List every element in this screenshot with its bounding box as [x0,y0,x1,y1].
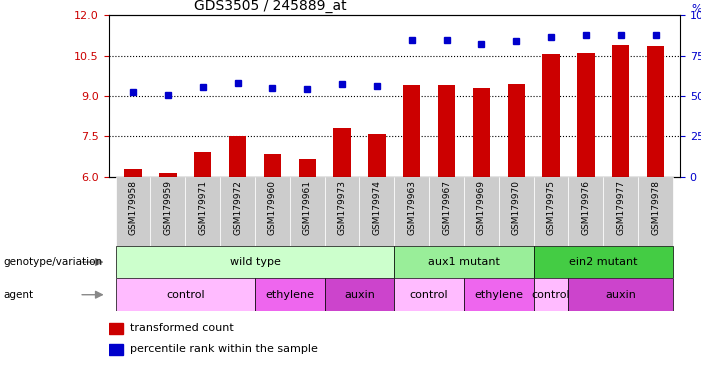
Text: auxin: auxin [605,290,637,300]
Text: ein2 mutant: ein2 mutant [569,257,638,267]
Bar [194,152,212,177]
Bar [499,177,533,246]
Text: aux1 mutant: aux1 mutant [428,257,500,267]
Bar [124,169,142,177]
Bar [464,278,533,311]
Bar [543,55,560,177]
Text: GSM179963: GSM179963 [407,180,416,235]
Bar [638,177,673,246]
Bar [220,177,255,246]
Text: genotype/variation: genotype/variation [4,257,102,267]
Text: control: control [410,290,449,300]
Text: GSM179975: GSM179975 [547,180,556,235]
Bar [368,134,386,177]
Text: GSM179978: GSM179978 [651,180,660,235]
Bar [438,85,455,177]
Bar [325,177,360,246]
Bar [159,173,177,177]
Text: GSM179971: GSM179971 [198,180,207,235]
Text: GSM179959: GSM179959 [163,180,172,235]
Text: GSM179967: GSM179967 [442,180,451,235]
Bar [395,278,464,311]
Bar [533,177,569,246]
Text: wild type: wild type [229,257,280,267]
Bar [264,154,281,177]
Bar [429,177,464,246]
Text: transformed count: transformed count [130,323,233,333]
Bar [255,278,325,311]
Text: auxin: auxin [344,290,375,300]
Bar [612,45,629,177]
Text: ethylene: ethylene [475,290,524,300]
Bar [116,278,255,311]
Bar [533,246,673,278]
Text: %: % [691,4,701,14]
Text: GSM179972: GSM179972 [233,180,242,235]
Bar [604,177,638,246]
Text: control: control [166,290,205,300]
Bar [229,136,246,177]
Bar [109,344,123,355]
Bar [185,177,220,246]
Bar [464,177,499,246]
Bar [290,177,325,246]
Bar [116,177,151,246]
Bar [334,128,350,177]
Bar [472,88,490,177]
Bar [255,177,290,246]
Text: agent: agent [4,290,34,300]
Bar [395,177,429,246]
Bar [647,46,665,177]
Bar [325,278,395,311]
Text: GSM179976: GSM179976 [581,180,590,235]
Text: GSM179973: GSM179973 [338,180,346,235]
Bar [533,278,569,311]
Text: ethylene: ethylene [265,290,314,300]
Bar [395,246,533,278]
Bar [508,84,525,177]
Text: GSM179961: GSM179961 [303,180,312,235]
Text: GSM179969: GSM179969 [477,180,486,235]
Bar [403,85,421,177]
Bar [569,177,604,246]
Text: GDS3505 / 245889_at: GDS3505 / 245889_at [194,0,347,13]
Bar [360,177,394,246]
Bar [299,159,316,177]
Text: control: control [532,290,571,300]
Text: GSM179974: GSM179974 [372,180,381,235]
Bar [569,278,673,311]
Bar [577,53,594,177]
Text: percentile rank within the sample: percentile rank within the sample [130,344,318,354]
Bar [116,246,395,278]
Text: GSM179977: GSM179977 [616,180,625,235]
Bar [151,177,185,246]
Text: GSM179960: GSM179960 [268,180,277,235]
Text: GSM179970: GSM179970 [512,180,521,235]
Bar [109,323,123,334]
Text: GSM179958: GSM179958 [128,180,137,235]
